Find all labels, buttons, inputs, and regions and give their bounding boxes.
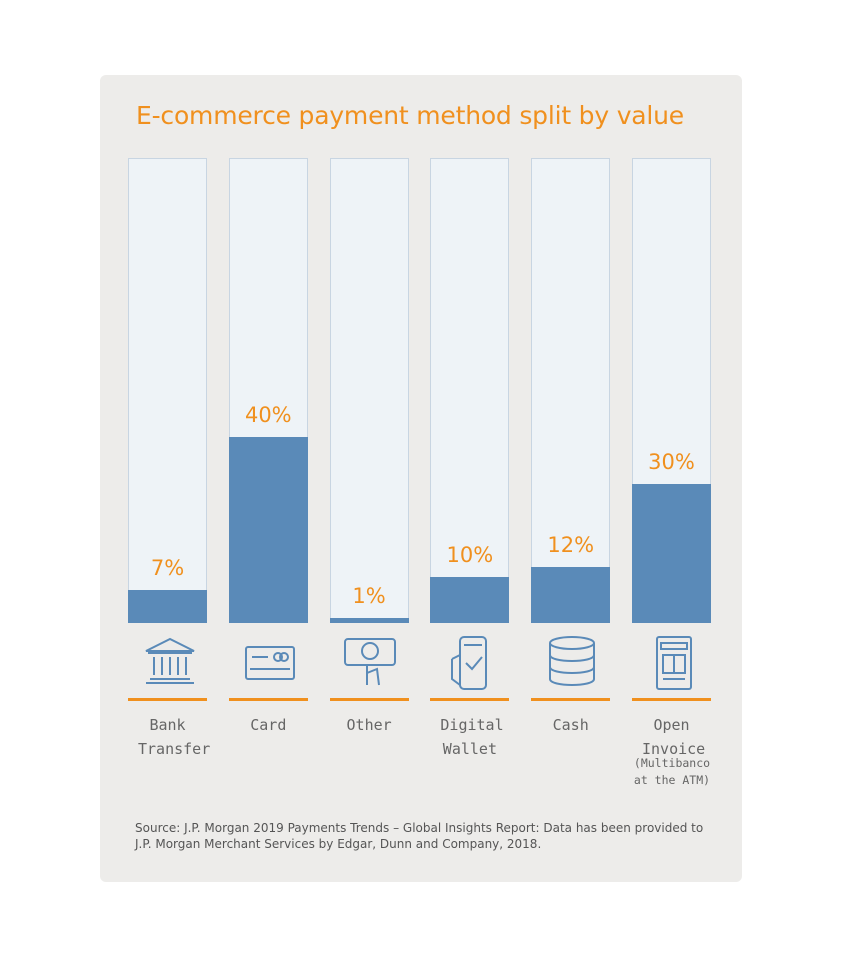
category-label: Open Invoice	[642, 716, 706, 758]
category-rule	[531, 698, 611, 701]
bar-track	[430, 158, 510, 623]
bar	[329, 618, 409, 623]
value-label: 12%	[547, 533, 595, 558]
category-rule	[632, 698, 711, 701]
bar-track	[531, 158, 611, 623]
category-label: Other	[346, 716, 392, 734]
value-label: 40%	[244, 403, 292, 427]
category-label: Cash	[552, 716, 589, 734]
chart-title: E-commerce payment method split by value	[136, 101, 684, 130]
value-label: 1%	[352, 584, 386, 609]
category-label: Digital Wallet	[440, 716, 504, 758]
bar	[128, 590, 207, 623]
invoice-icon	[656, 636, 692, 690]
category-label: Bank Transfer	[138, 716, 211, 758]
other-icon	[344, 638, 396, 686]
category-rule	[128, 698, 207, 701]
card-icon	[245, 646, 295, 680]
source-note: Source: J.P. Morgan 2019 Payments Trends…	[135, 821, 704, 851]
value-label: 7%	[150, 556, 185, 581]
bar	[430, 576, 510, 623]
value-label: 30%	[648, 449, 695, 474]
category-note: (Multibanco at the ATM)	[633, 756, 711, 787]
wallet-icon	[451, 636, 487, 690]
category-rule	[329, 698, 409, 701]
cash-icon	[549, 636, 595, 686]
category-rule	[430, 698, 510, 701]
category-label: Card	[250, 716, 287, 734]
bar	[531, 567, 611, 623]
bar-track	[128, 158, 207, 623]
value-label: 10%	[446, 542, 494, 567]
bar	[228, 437, 308, 623]
category-rule	[228, 698, 308, 701]
bank-icon	[145, 637, 195, 684]
bar	[632, 483, 711, 623]
chart-panel: E-commerce payment method split by value…	[100, 75, 742, 882]
bar-track	[329, 158, 409, 623]
